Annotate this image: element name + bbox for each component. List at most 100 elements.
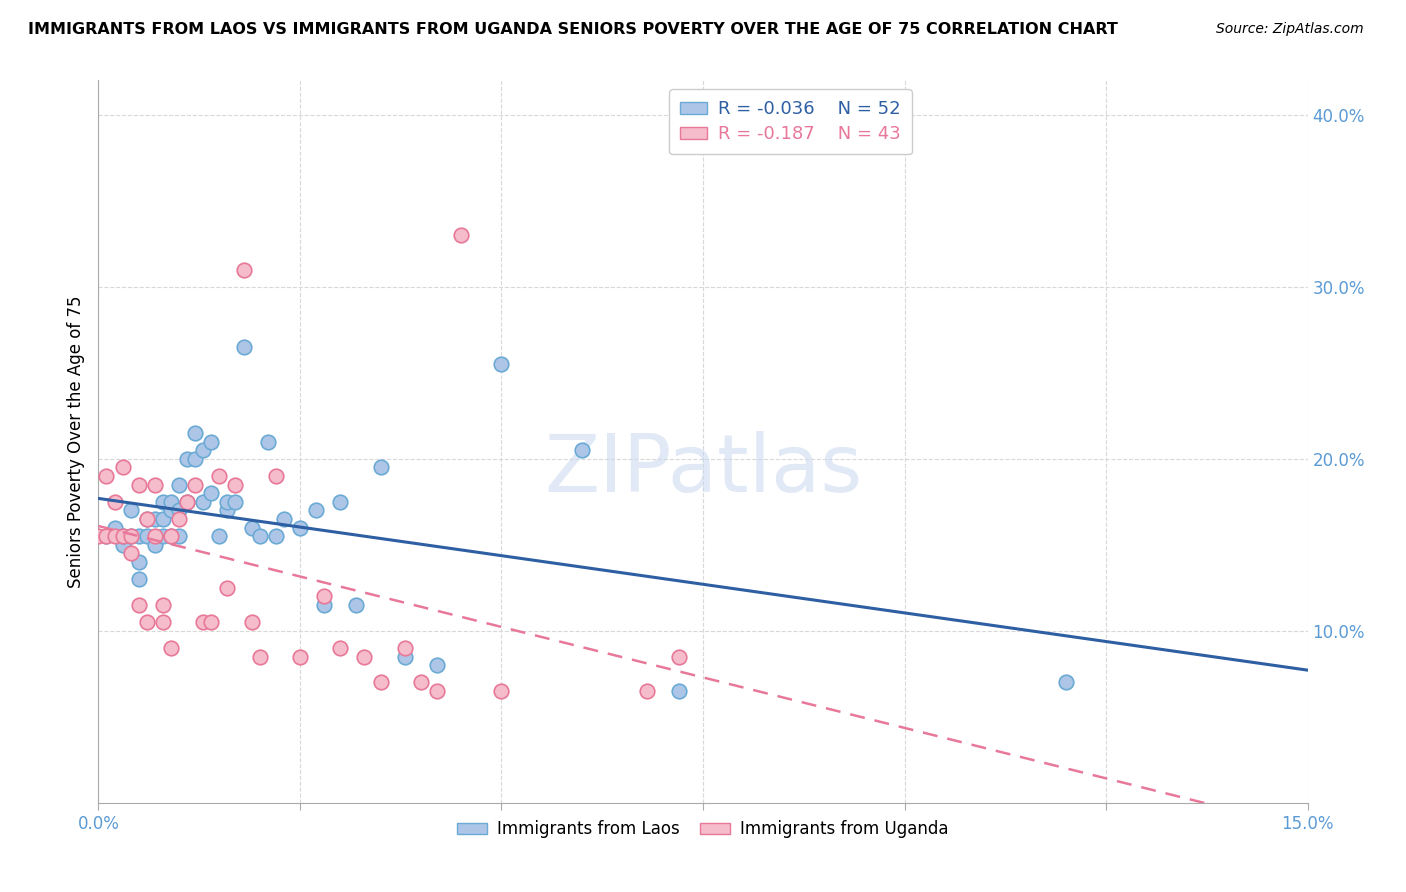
Point (152, 494, 174, 508)
Point (176, 494, 198, 508)
Point (491, 684, 513, 698)
Point (409, 675, 432, 690)
Point (370, 675, 392, 690)
Point (193, 443, 215, 458)
Point (264, 469, 287, 483)
Point (193, 615, 215, 630)
Point (224, 477, 246, 491)
Text: IMMIGRANTS FROM LAOS VS IMMIGRANTS FROM UGANDA SENIORS POVERTY OVER THE AGE OF 7: IMMIGRANTS FROM LAOS VS IMMIGRANTS FROM … (28, 22, 1118, 37)
Point (135, 615, 157, 630)
Point (344, 598, 367, 612)
Point (111, 529, 134, 543)
Point (120, 529, 142, 543)
Point (668, 684, 690, 698)
Point (217, 503, 239, 517)
Point (160, 503, 183, 517)
Point (160, 640, 183, 655)
Point (167, 503, 190, 517)
Point (208, 529, 231, 543)
Point (208, 469, 231, 483)
Point (232, 340, 254, 354)
Y-axis label: Seniors Poverty Over the Age of 75: Seniors Poverty Over the Age of 75 (66, 295, 84, 588)
Point (426, 658, 449, 673)
Point (668, 649, 690, 664)
Point (176, 494, 198, 508)
Point (217, 581, 239, 595)
Point (128, 555, 150, 569)
Point (200, 486, 222, 500)
Point (152, 615, 174, 630)
Point (288, 520, 311, 534)
Point (329, 640, 352, 655)
Point (96, 469, 118, 483)
Point (167, 529, 190, 543)
Point (370, 460, 392, 475)
Point (120, 503, 142, 517)
Point (273, 512, 295, 526)
Point (103, 529, 125, 543)
Point (128, 477, 150, 491)
Text: Source: ZipAtlas.com: Source: ZipAtlas.com (1216, 22, 1364, 37)
Point (128, 598, 150, 612)
Point (96, 529, 118, 543)
Point (305, 503, 328, 517)
Point (135, 529, 157, 543)
Point (143, 529, 166, 543)
Point (264, 529, 287, 543)
Point (167, 477, 190, 491)
Point (240, 615, 263, 630)
Point (314, 590, 336, 604)
Point (103, 520, 125, 534)
Point (135, 512, 157, 526)
Point (120, 529, 142, 543)
Point (160, 529, 183, 543)
Point (176, 451, 198, 466)
Point (491, 357, 513, 371)
Point (394, 649, 416, 664)
Point (143, 538, 166, 552)
Point (128, 572, 150, 586)
Point (426, 684, 449, 698)
Point (184, 425, 207, 440)
Point (160, 494, 183, 508)
Point (184, 451, 207, 466)
Point (193, 494, 215, 508)
Point (329, 494, 352, 508)
Point (1054, 675, 1077, 690)
Point (128, 529, 150, 543)
Point (96, 529, 118, 543)
Text: ZIPatlas: ZIPatlas (544, 432, 862, 509)
Point (143, 477, 166, 491)
Point (200, 615, 222, 630)
Point (200, 434, 222, 449)
Point (240, 520, 263, 534)
Point (111, 529, 134, 543)
Point (111, 460, 134, 475)
Point (636, 684, 658, 698)
Point (450, 228, 472, 243)
Point (143, 512, 166, 526)
Point (160, 529, 183, 543)
Point (167, 512, 190, 526)
Point (103, 494, 125, 508)
Point (288, 649, 311, 664)
Point (256, 434, 278, 449)
Point (120, 546, 142, 560)
Point (232, 262, 254, 277)
Point (152, 598, 174, 612)
Point (152, 529, 174, 543)
Point (152, 512, 174, 526)
Legend: Immigrants from Laos, Immigrants from Uganda: Immigrants from Laos, Immigrants from Ug… (451, 814, 955, 845)
Point (217, 494, 239, 508)
Point (184, 477, 207, 491)
Point (111, 538, 134, 552)
Point (249, 529, 271, 543)
Point (135, 512, 157, 526)
Point (353, 649, 375, 664)
Point (224, 494, 246, 508)
Point (571, 443, 593, 458)
Point (314, 598, 336, 612)
Point (249, 649, 271, 664)
Point (394, 640, 416, 655)
Point (87, 529, 110, 543)
